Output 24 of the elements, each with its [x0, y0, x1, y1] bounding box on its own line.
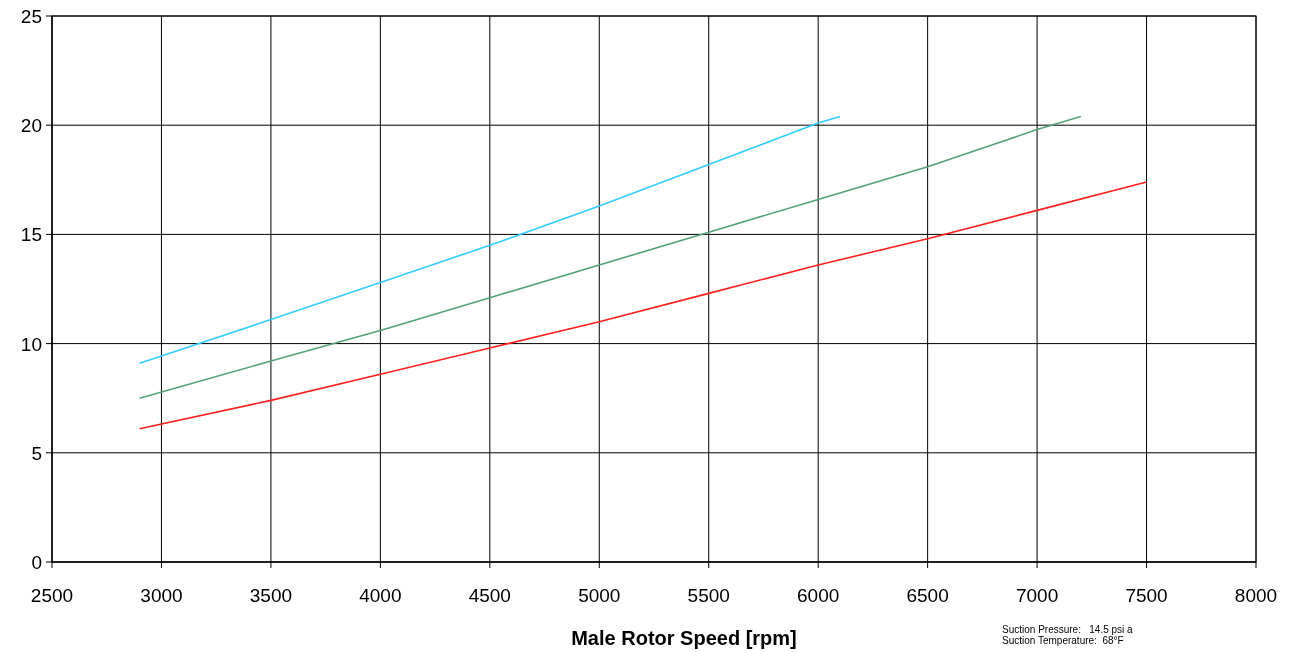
x-tick-label: 7000	[1015, 585, 1059, 606]
x-tick-label: 5000	[578, 585, 621, 606]
text: Suction Pressure: 14.5 psi a	[1002, 624, 1134, 635]
y-tick-label: 20	[20, 115, 42, 137]
y-tick-label: 0	[31, 552, 42, 573]
y-tick-label: 15	[20, 224, 42, 246]
x-tick-label: 4500	[468, 585, 511, 606]
x-tick-label: 6500	[906, 585, 949, 606]
x-tick-label: 8000	[1234, 585, 1278, 606]
x-tick-label: 7500	[1125, 585, 1168, 606]
x-tick-label: 6000	[797, 585, 840, 606]
x-tick-label: 2500	[30, 585, 74, 606]
y-tick-label: 10	[20, 333, 42, 355]
y-tick-label: 25	[20, 6, 42, 27]
line-series	[138, 115, 1082, 399]
x-tick-label: 4000	[359, 585, 402, 606]
line-series	[138, 181, 1148, 430]
x-tick-label: 3500	[249, 585, 293, 606]
x-tick-label: 3000	[140, 585, 183, 606]
x-axis-title: Male Rotor Speed [rpm]	[571, 627, 797, 649]
text: Suction Temperature: 68°F	[1002, 635, 1124, 646]
line-series	[138, 115, 841, 365]
x-tick-label: 5500	[687, 585, 730, 606]
y-tick-label: 5	[31, 442, 42, 464]
